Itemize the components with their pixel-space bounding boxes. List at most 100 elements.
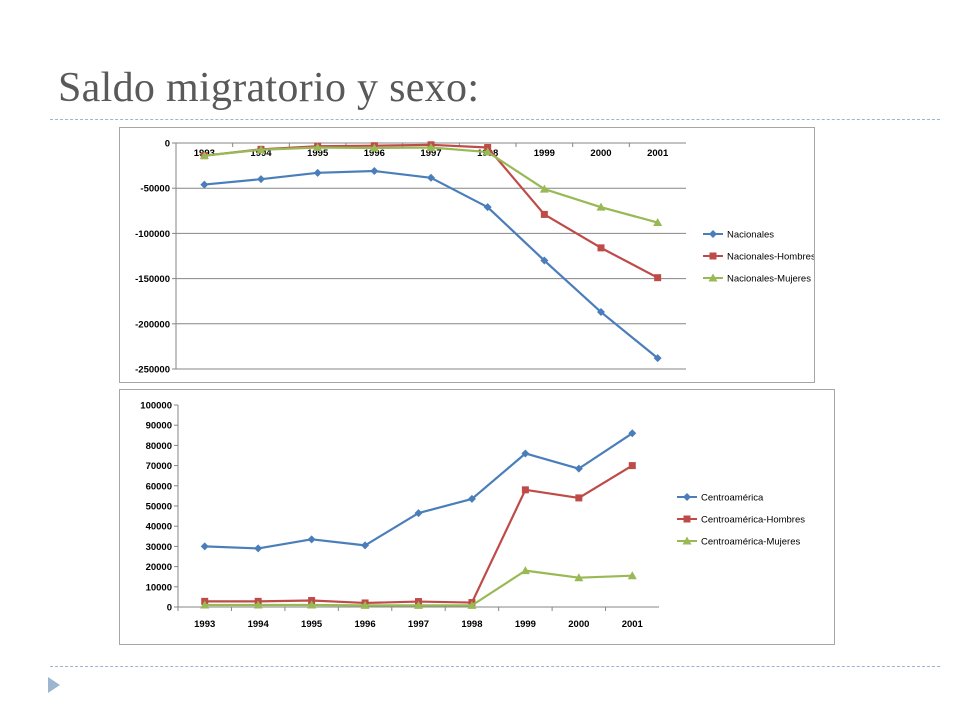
data-point bbox=[521, 486, 529, 494]
x-tick-label: 1997 bbox=[408, 619, 429, 630]
data-point bbox=[654, 274, 662, 282]
series-line bbox=[204, 143, 659, 279]
data-point bbox=[307, 535, 316, 544]
y-tick-label: 0 bbox=[167, 603, 172, 614]
legend-entry: Centroamérica-Hombres bbox=[701, 515, 805, 526]
data-point bbox=[521, 449, 530, 458]
data-point bbox=[361, 541, 370, 550]
y-tick-label: 70000 bbox=[146, 461, 172, 472]
data-point bbox=[653, 354, 662, 363]
y-tick-label: -200000 bbox=[135, 319, 170, 330]
legend-marker bbox=[708, 273, 718, 282]
legend-marker bbox=[709, 252, 717, 260]
series-line bbox=[204, 432, 633, 550]
y-tick-label: 40000 bbox=[146, 522, 172, 533]
centroamerica-chart: 0 10000 20000 30000 40000 50000 60000 70000 8000… bbox=[119, 389, 835, 645]
data-point bbox=[199, 151, 209, 160]
data-point bbox=[254, 544, 263, 553]
x-tick-label: 2001 bbox=[647, 148, 669, 159]
y-tick-label: -100000 bbox=[135, 229, 170, 240]
data-point bbox=[360, 600, 370, 609]
x-tick-label: 1997 bbox=[420, 148, 441, 159]
y-tick-label: -250000 bbox=[135, 365, 170, 376]
y-tick-label: 20000 bbox=[146, 562, 172, 573]
data-point bbox=[467, 494, 476, 503]
legend-marker bbox=[682, 536, 692, 545]
y-tick-label: 10000 bbox=[146, 582, 172, 593]
triangle-right-icon bbox=[48, 677, 60, 693]
y-tick-label: 60000 bbox=[146, 481, 172, 492]
data-point bbox=[574, 464, 583, 473]
top-divider bbox=[50, 119, 940, 120]
data-point bbox=[575, 494, 583, 502]
data-point bbox=[313, 168, 322, 177]
legend-marker bbox=[683, 493, 691, 501]
legend-entry: Centroamérica-Mujeres bbox=[701, 537, 801, 548]
data-point bbox=[200, 600, 210, 609]
data-point bbox=[200, 180, 209, 189]
data-point bbox=[540, 256, 549, 265]
legend-marker bbox=[683, 515, 691, 523]
data-point bbox=[484, 144, 492, 152]
y-tick-label: -50000 bbox=[140, 184, 170, 195]
data-point bbox=[414, 509, 423, 518]
x-tick-label: 1999 bbox=[515, 619, 536, 630]
data-point bbox=[628, 429, 637, 438]
x-tick-label: 1996 bbox=[354, 619, 375, 630]
y-tick-label: 0 bbox=[165, 139, 170, 150]
slide-title: Saldo migratorio y sexo: bbox=[58, 65, 480, 111]
y-tick-label: 50000 bbox=[146, 502, 172, 513]
data-point bbox=[467, 600, 477, 609]
data-point bbox=[539, 184, 549, 193]
data-point bbox=[627, 571, 637, 580]
data-point bbox=[313, 143, 323, 152]
centroamerica-chart-svg: 0 10000 20000 30000 40000 50000 60000 70000 8000… bbox=[140, 401, 805, 631]
x-tick-label: 2000 bbox=[568, 619, 589, 630]
data-point bbox=[370, 167, 379, 176]
data-point bbox=[520, 566, 530, 575]
y-tick-label: -150000 bbox=[135, 274, 170, 285]
bottom-divider bbox=[50, 666, 940, 667]
legend-entry: Nacionales-Mujeres bbox=[727, 274, 811, 285]
x-tick-label: 2001 bbox=[622, 619, 644, 630]
legend-entry: Nacionales bbox=[727, 230, 774, 241]
data-point bbox=[483, 147, 493, 156]
series-line bbox=[204, 169, 659, 360]
data-point bbox=[200, 542, 209, 551]
data-point bbox=[253, 600, 263, 609]
nacionales-chart-svg: 0-50000-100000-150000-200000-25000019931… bbox=[135, 139, 814, 376]
x-tick-label: 1994 bbox=[250, 148, 272, 159]
data-point bbox=[414, 600, 423, 609]
y-tick-label: 80000 bbox=[146, 441, 172, 452]
x-tick-label: 1999 bbox=[534, 148, 555, 159]
series-line bbox=[204, 464, 633, 605]
x-tick-label: 1998 bbox=[461, 619, 482, 630]
data-point bbox=[597, 308, 605, 317]
data-point bbox=[596, 202, 606, 211]
data-point bbox=[369, 143, 379, 152]
data-point bbox=[427, 173, 435, 182]
data-point bbox=[426, 143, 436, 152]
data-point bbox=[653, 218, 663, 227]
x-tick-label: 1994 bbox=[248, 619, 270, 630]
data-point bbox=[574, 573, 584, 582]
legend-marker bbox=[709, 230, 717, 238]
legend-entry: Centroamérica bbox=[701, 493, 764, 504]
x-tick-label: 1995 bbox=[301, 619, 323, 630]
data-point bbox=[256, 145, 266, 154]
nacionales-chart: 0-50000-100000-150000-200000-25000019931… bbox=[119, 127, 815, 383]
data-point bbox=[540, 210, 548, 218]
data-point bbox=[257, 175, 265, 184]
y-tick-label: 90000 bbox=[146, 421, 172, 432]
x-tick-label: 1996 bbox=[364, 148, 385, 159]
legend-entry: Nacionales-Hombres bbox=[727, 252, 814, 263]
x-tick-label: 2000 bbox=[590, 148, 611, 159]
x-tick-label: 1995 bbox=[307, 148, 329, 159]
data-point bbox=[483, 203, 492, 212]
data-point bbox=[307, 600, 317, 609]
y-tick-label: 30000 bbox=[146, 542, 172, 553]
data-point bbox=[597, 244, 605, 252]
y-tick-label: 100000 bbox=[140, 401, 172, 412]
data-point bbox=[628, 462, 636, 470]
x-tick-label: 1993 bbox=[194, 619, 215, 630]
